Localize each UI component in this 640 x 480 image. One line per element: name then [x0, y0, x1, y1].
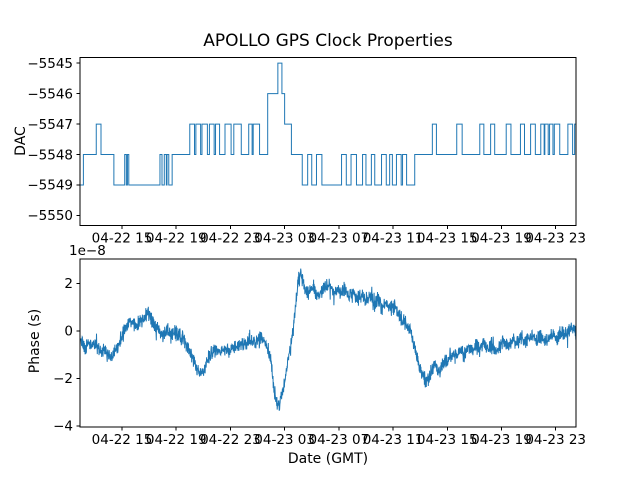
phase-series-line	[80, 268, 576, 411]
x-tick-label: 04-23 23	[525, 231, 586, 247]
y-tick-label: −5545	[27, 56, 73, 72]
dac-y-axis: −5545 −5546 −5547 −5548 −5549 −5550	[27, 56, 80, 224]
y-tick-label: −5546	[27, 86, 73, 102]
y-tick-label: −5549	[27, 178, 73, 194]
x-tick-label: 04-22 15	[92, 231, 153, 247]
y-tick-label: −2	[53, 371, 73, 387]
x-tick-label: 04-23 03	[254, 231, 315, 247]
x-tick-label: 04-23 15	[417, 231, 478, 247]
x-tick-label: 04-23 19	[471, 432, 532, 448]
phase-y-axis: −4 −2 0 2	[53, 276, 80, 435]
y-tick-label: −5547	[27, 117, 73, 133]
x-tick-label: 04-22 19	[146, 432, 207, 448]
x-tick-label: 04-23 23	[525, 432, 586, 448]
x-tick-label: 04-22 23	[200, 432, 261, 448]
x-tick-label: 04-23 11	[363, 432, 424, 448]
x-tick-label: 04-23 11	[363, 231, 424, 247]
x-tick-label: 04-22 15	[92, 432, 153, 448]
phase-axes-frame	[79, 258, 577, 428]
x-tick-label: 04-23 07	[308, 432, 369, 448]
y-tick-label: −5548	[27, 147, 73, 163]
dac-series-line	[80, 62, 576, 186]
x-tick-label: 04-23 07	[308, 231, 369, 247]
chart-title: APOLLO GPS Clock Properties	[203, 31, 453, 51]
dac-axes-frame	[79, 57, 577, 227]
x-tick-label: 04-22 23	[200, 231, 261, 247]
x-tick-label: 04-23 19	[471, 231, 532, 247]
phase-offset-label: 1e−8	[69, 243, 106, 259]
y-tick-label: −5550	[27, 208, 73, 224]
x-tick-label: 04-23 15	[417, 432, 478, 448]
dac-axis-label: DAC	[13, 126, 29, 156]
phase-axis-label: Phase (s)	[27, 308, 43, 374]
y-tick-label: −4	[53, 419, 73, 435]
y-tick-label: 0	[64, 324, 73, 340]
date-axis-label: Date (GMT)	[287, 451, 369, 467]
y-tick-label: 2	[64, 276, 73, 292]
x-tick-label: 04-23 03	[254, 432, 315, 448]
x-tick-label: 04-22 19	[146, 231, 207, 247]
